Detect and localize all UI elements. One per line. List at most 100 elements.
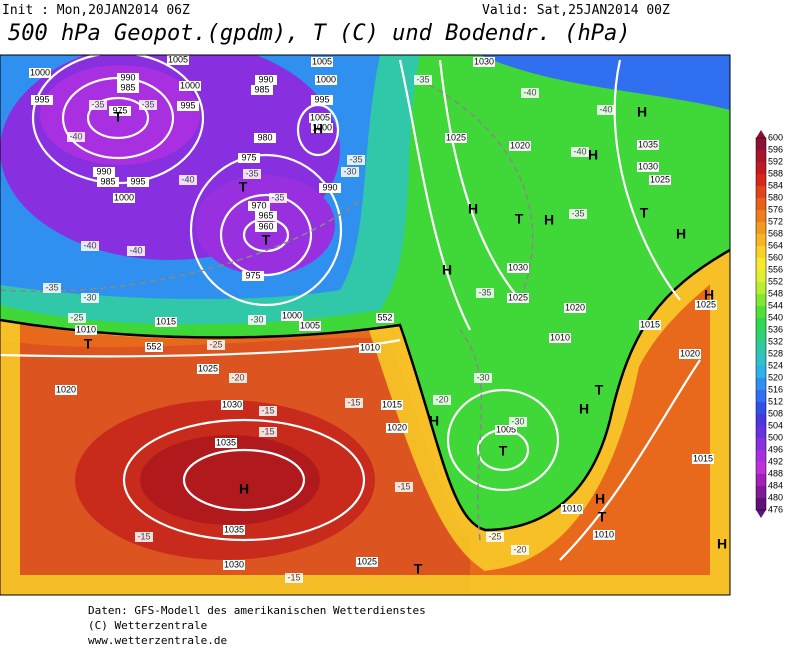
- label-box: [55, 385, 77, 395]
- isobar-label: 1025: [650, 174, 670, 184]
- label-box: [486, 532, 504, 542]
- pressure-center: H: [704, 287, 714, 303]
- colorbar-label: 520: [768, 372, 783, 382]
- colorbar-label: 576: [768, 204, 783, 214]
- colorbar-swatch: [756, 306, 766, 318]
- height-label: 552: [146, 341, 161, 351]
- colorbar-swatch: [756, 258, 766, 270]
- colorbar-label: 548: [768, 288, 783, 298]
- colorbar-label: 544: [768, 300, 783, 310]
- colorbar-swatch: [756, 162, 766, 174]
- label-box: [229, 373, 247, 383]
- colorbar-label: 484: [768, 480, 783, 490]
- isobar-label: 1015: [640, 319, 660, 329]
- label-box: [511, 545, 529, 555]
- colorbar-label: 532: [768, 336, 783, 346]
- label-box: [167, 55, 189, 65]
- isobar-label: 965: [258, 210, 273, 220]
- isobar-label: 1030: [508, 262, 528, 272]
- pressure-center: H: [637, 104, 647, 120]
- label-box: [155, 317, 177, 327]
- label-box: [255, 75, 277, 85]
- colorbar-swatch: [756, 354, 766, 366]
- label-box: [177, 101, 199, 111]
- label-box: [564, 303, 586, 313]
- label-box: [31, 95, 53, 105]
- map-frame: [0, 54, 731, 596]
- temperature-label: -40: [129, 245, 142, 255]
- label-box: [356, 557, 378, 567]
- colorbar-label: 568: [768, 228, 783, 238]
- label-box: [476, 288, 494, 298]
- label-box: [495, 425, 517, 435]
- isotherms: [0, 79, 534, 541]
- colorbar-swatch: [756, 186, 766, 198]
- colorbar-frame: [755, 137, 767, 511]
- colorbar-swatch: [756, 174, 766, 186]
- valid-time: Valid: Sat,25JAN2014 00Z: [482, 3, 670, 18]
- colorbar-swatch: [756, 330, 766, 342]
- label-box: [639, 320, 661, 330]
- colorbar-swatch: [756, 210, 766, 222]
- isobar-label: 1010: [562, 503, 582, 513]
- label-box: [395, 482, 413, 492]
- isobar-label: 1025: [508, 292, 528, 302]
- isobar-label: 1020: [565, 302, 585, 312]
- isobar-label: 1020: [56, 384, 76, 394]
- label-box: [507, 263, 529, 273]
- isobar-label: 1005: [300, 320, 320, 330]
- pressure-center: H: [676, 226, 686, 242]
- temperature-label: -30: [511, 416, 524, 426]
- label-box: [376, 313, 394, 323]
- label-box: [223, 525, 245, 535]
- label-box: [242, 271, 264, 281]
- 552-contour: [0, 248, 730, 532]
- temperature-label: -35: [245, 168, 258, 178]
- label-box: [679, 349, 701, 359]
- temperature-label: -35: [141, 99, 154, 109]
- temperature-label: -35: [271, 192, 284, 202]
- label-box: [135, 532, 153, 542]
- colorbar-swatch: [756, 282, 766, 294]
- pressure-center: T: [499, 443, 508, 459]
- isobar-label: 1000: [30, 67, 50, 77]
- isobar-label: 1000: [312, 122, 332, 132]
- isobar-label: 1010: [550, 332, 570, 342]
- isobar-label: 1030: [474, 56, 494, 66]
- label-box: [311, 123, 333, 133]
- label-box: [281, 311, 303, 321]
- colorbar-label: 500: [768, 432, 783, 442]
- colorbar-label: 476: [768, 504, 783, 514]
- colorbar-swatch: [756, 222, 766, 234]
- isobar-label: 960: [258, 221, 273, 231]
- isobar-label: 1000: [180, 80, 200, 90]
- label-box: [75, 325, 97, 335]
- colorbar-swatch: [756, 414, 766, 426]
- label-box: [381, 400, 403, 410]
- colorbar-label: 592: [768, 156, 783, 166]
- warm-core: [140, 435, 320, 525]
- colorbar-swatch: [756, 498, 766, 510]
- temperature-label: -40: [69, 131, 82, 141]
- label-box: [269, 193, 287, 203]
- isobar-label: 1030: [222, 399, 242, 409]
- label-box: [445, 133, 467, 143]
- pressure-center: T: [114, 109, 123, 125]
- temperature-label: -20: [513, 544, 526, 554]
- label-box: [561, 504, 583, 514]
- isobar-label: 1035: [224, 524, 244, 534]
- label-box: [259, 406, 277, 416]
- colorbar-label: 528: [768, 348, 783, 358]
- temperature-label: -40: [523, 87, 536, 97]
- label-box: [139, 100, 157, 110]
- label-box: [569, 209, 587, 219]
- colorbar-swatch: [756, 402, 766, 414]
- temperature-label: -15: [287, 572, 300, 582]
- label-box: [473, 57, 495, 67]
- pressure-center: H: [313, 121, 323, 137]
- isobar-label: 1000: [282, 310, 302, 320]
- temperature-label: -35: [91, 99, 104, 109]
- label-box: [386, 423, 408, 433]
- footer-line: www.wetterzentrale.de: [88, 634, 227, 647]
- pressure-center: H: [717, 536, 727, 552]
